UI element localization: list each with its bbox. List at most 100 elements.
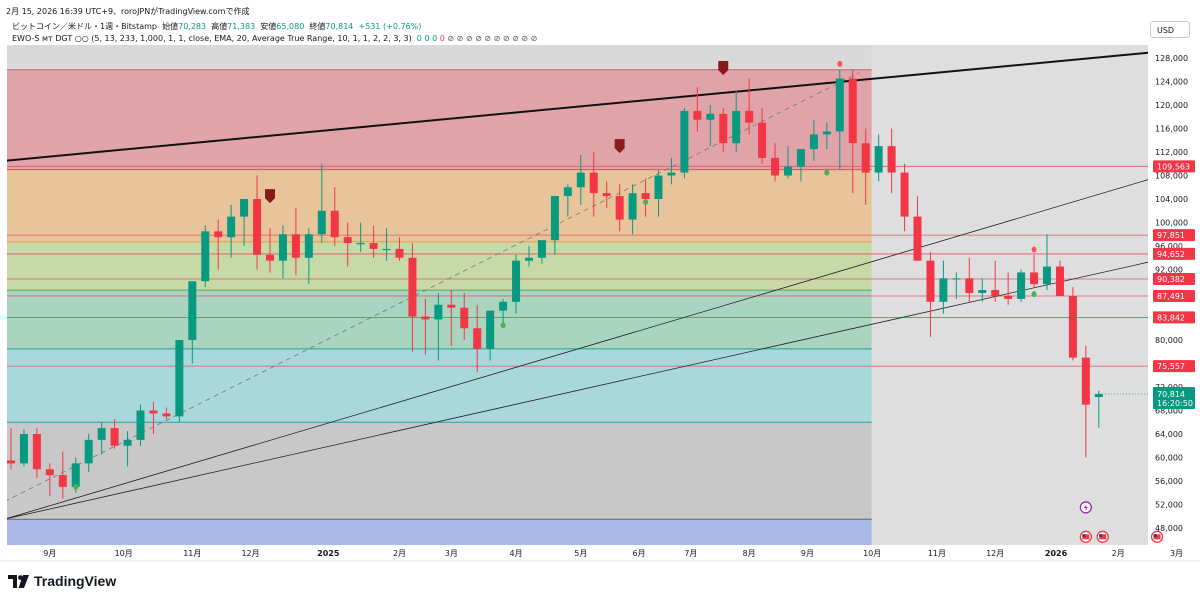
candle: [460, 307, 469, 329]
candle: [991, 290, 1000, 296]
x-tick-label: 11月: [928, 549, 946, 558]
x-tick-label: 10月: [863, 549, 881, 558]
candle: [382, 248, 391, 251]
x-tick-label: 3月: [1170, 549, 1183, 558]
indicator-params: ᴍᴛ DGT ○○ (5, 13, 233, 1,000, 1, 1, clos…: [42, 34, 412, 43]
candle: [32, 434, 41, 470]
candle: [952, 278, 961, 280]
candle: [796, 149, 805, 167]
time-axis-background: [7, 545, 1148, 561]
candle: [110, 428, 119, 446]
candle: [1094, 393, 1103, 398]
x-tick-label: 2025: [317, 549, 340, 558]
price-level-tag: [1153, 229, 1195, 242]
x-tick-label: 12月: [241, 549, 259, 558]
buy-signal-dot: [824, 169, 830, 176]
candle: [1081, 357, 1090, 405]
candle: [615, 196, 624, 220]
x-tick-label: 12月: [986, 549, 1004, 558]
candle: [343, 237, 352, 244]
candle: [576, 172, 585, 188]
candle: [693, 110, 702, 120]
y-tick-label: 120,000: [1155, 101, 1188, 110]
candle: [809, 134, 818, 150]
x-tick-label: 6月: [633, 549, 646, 558]
current-price-label: 70,814: [1157, 390, 1185, 399]
candle: [123, 439, 132, 446]
low-value: 65,080: [276, 22, 305, 31]
indicator-value-4: 0: [439, 34, 445, 43]
price-level-tag: [1153, 160, 1195, 173]
fib-zone-6: [7, 519, 872, 545]
candle: [641, 193, 650, 199]
flag-stripes: [1082, 534, 1090, 540]
candle: [654, 175, 663, 199]
candle: [447, 304, 456, 308]
candle: [149, 410, 158, 414]
x-tick-label: 9月: [801, 549, 814, 558]
candle: [784, 166, 792, 176]
candle: [861, 143, 870, 173]
x-tick-label: 8月: [743, 549, 756, 558]
candle: [939, 278, 948, 302]
sell-signal-marker: [614, 139, 625, 154]
candle: [978, 290, 987, 293]
candle: [550, 196, 559, 241]
candle: [19, 434, 28, 464]
flag-canton: [1153, 534, 1157, 537]
indicator-legend[interactable]: EWO-S ᴍᴛ DGT ○○ (5, 13, 233, 1,000, 1, 1…: [12, 34, 537, 43]
currency-button[interactable]: USD: [1150, 21, 1190, 38]
price-level-label: 75,557: [1157, 362, 1185, 371]
y-tick-label: 52,000: [1155, 501, 1183, 510]
y-tick-label: 48,000: [1155, 524, 1183, 533]
lightning-glyph: [1083, 503, 1088, 511]
x-tick-label: 11月: [183, 549, 201, 558]
countdown-label: 16:20:50: [1157, 399, 1193, 408]
price-level-label: 87,491: [1157, 292, 1185, 301]
open-label: 始値: [162, 22, 179, 31]
candle: [71, 463, 80, 487]
candle: [421, 316, 430, 320]
sell-signal-dot: [1031, 246, 1037, 253]
current-price-tag: [1153, 386, 1195, 409]
high-value: 71,383: [227, 22, 256, 31]
price-level-label: 109,563: [1157, 162, 1190, 171]
symbol-name: ビットコイン／米ドル・1週・Bitstamp: [12, 22, 158, 31]
candle: [97, 428, 106, 440]
candle: [706, 113, 715, 120]
high-label: 高値: [211, 22, 228, 31]
candle: [771, 157, 780, 176]
price-level-label: 90,382: [1157, 275, 1185, 284]
candle: [7, 460, 15, 464]
candle: [317, 210, 326, 235]
candle: [525, 257, 533, 261]
x-tick-label: 4月: [510, 549, 523, 558]
candle: [408, 257, 417, 317]
candle: [719, 113, 728, 144]
candle: [291, 234, 300, 258]
candle: [887, 146, 896, 173]
fib-zone-2: [7, 241, 872, 291]
candle: [732, 110, 741, 144]
close-value: 70,814: [325, 22, 354, 31]
price-level-label: 83,842: [1157, 313, 1185, 322]
candle: [1004, 295, 1013, 299]
candle: [537, 240, 546, 258]
sell-signal-marker: [265, 189, 275, 204]
y-tick-label: 112,000: [1155, 148, 1188, 157]
candle: [227, 216, 236, 238]
buy-signal-dot: [73, 483, 79, 490]
change-value: +531 (+0.76%): [358, 22, 422, 31]
y-tick-label: 60,000: [1155, 454, 1183, 463]
y-tick-label: 124,000: [1155, 78, 1188, 87]
x-tick-label: 10月: [115, 549, 133, 558]
buy-signal-dot: [643, 198, 649, 205]
candle: [1055, 266, 1064, 296]
candle: [58, 475, 67, 487]
low-label: 安値: [260, 22, 277, 31]
y-tick-label: 128,000: [1155, 54, 1188, 63]
candle: [680, 110, 689, 173]
y-tick-label: 68,000: [1155, 407, 1183, 416]
candle: [330, 210, 339, 238]
